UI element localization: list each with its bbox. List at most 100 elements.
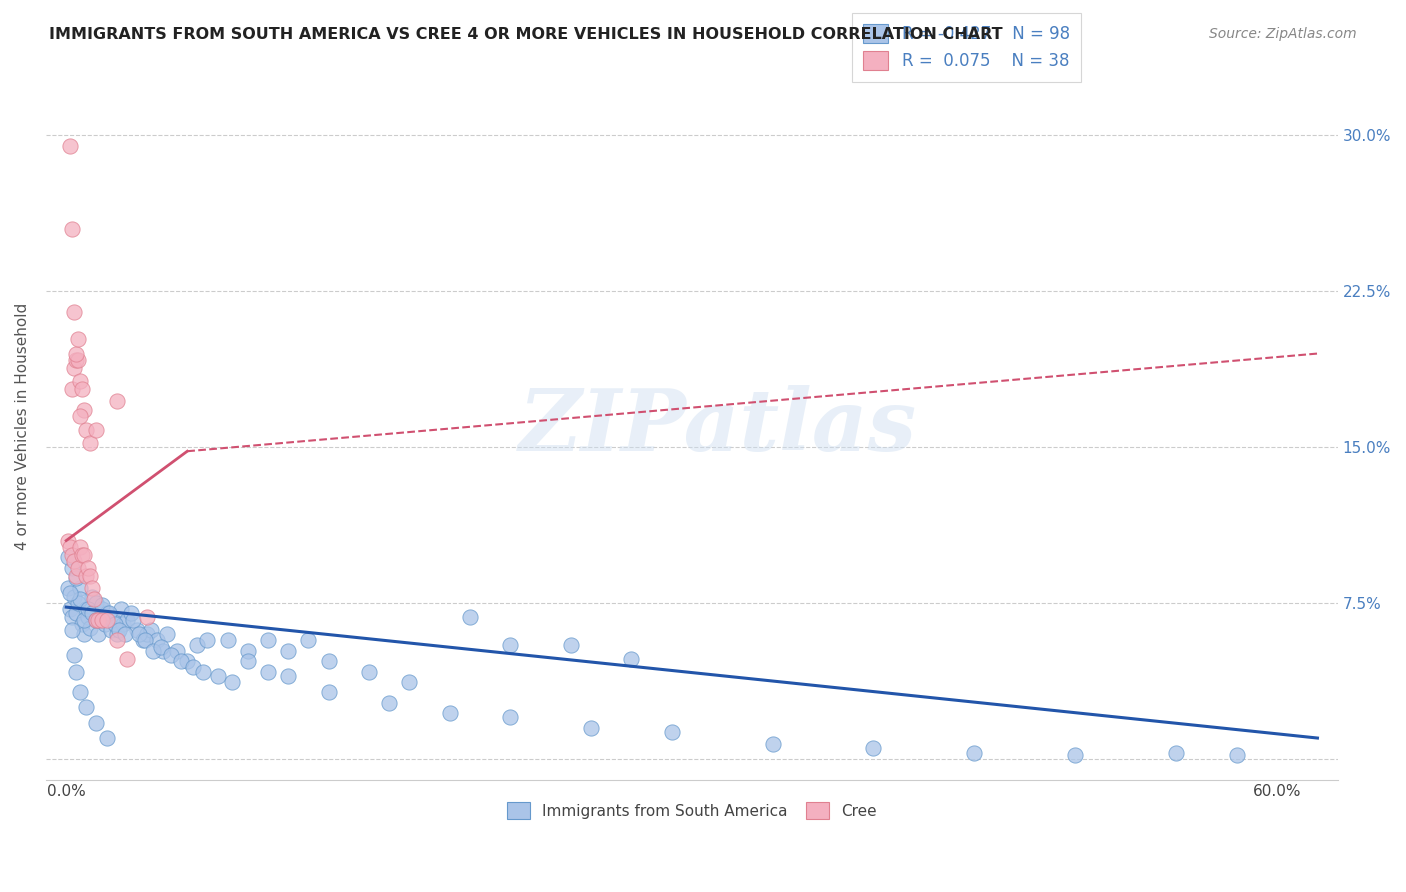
Point bbox=[63, 305, 86, 319]
Point bbox=[79, 436, 101, 450]
Point bbox=[439, 706, 461, 720]
Point bbox=[101, 613, 124, 627]
Point bbox=[1226, 747, 1249, 762]
Point bbox=[257, 633, 280, 648]
Point bbox=[73, 402, 96, 417]
Point bbox=[107, 623, 129, 637]
Point bbox=[139, 623, 162, 637]
Point bbox=[65, 571, 87, 585]
Point bbox=[186, 638, 208, 652]
Point bbox=[499, 638, 522, 652]
Point bbox=[166, 644, 188, 658]
Point bbox=[93, 616, 115, 631]
Point bbox=[69, 374, 91, 388]
Point bbox=[69, 582, 91, 596]
Point bbox=[91, 613, 114, 627]
Point bbox=[105, 394, 128, 409]
Point bbox=[73, 627, 96, 641]
Point bbox=[96, 607, 118, 621]
Point bbox=[105, 633, 128, 648]
Point bbox=[63, 361, 86, 376]
Point bbox=[73, 548, 96, 562]
Point bbox=[170, 654, 193, 668]
Point bbox=[79, 569, 101, 583]
Point bbox=[620, 652, 643, 666]
Point bbox=[114, 627, 136, 641]
Point bbox=[105, 627, 128, 641]
Point bbox=[65, 346, 87, 360]
Text: ZIPatlas: ZIPatlas bbox=[519, 384, 917, 468]
Point bbox=[120, 607, 142, 621]
Point bbox=[67, 352, 90, 367]
Point bbox=[357, 665, 380, 679]
Point bbox=[91, 602, 114, 616]
Point bbox=[115, 652, 138, 666]
Point bbox=[83, 607, 105, 621]
Point bbox=[257, 665, 280, 679]
Point bbox=[86, 613, 108, 627]
Point bbox=[59, 540, 82, 554]
Text: Source: ZipAtlas.com: Source: ZipAtlas.com bbox=[1209, 27, 1357, 41]
Point bbox=[100, 623, 122, 637]
Point bbox=[115, 613, 138, 627]
Point bbox=[56, 533, 79, 548]
Point bbox=[87, 627, 110, 641]
Point bbox=[86, 716, 108, 731]
Point bbox=[87, 613, 110, 627]
Point bbox=[135, 627, 157, 641]
Point bbox=[963, 746, 986, 760]
Point bbox=[82, 582, 104, 596]
Point bbox=[67, 560, 90, 574]
Point bbox=[150, 640, 173, 654]
Point bbox=[77, 610, 100, 624]
Point bbox=[86, 596, 108, 610]
Point bbox=[125, 623, 148, 637]
Point bbox=[1064, 747, 1087, 762]
Point bbox=[67, 596, 90, 610]
Text: IMMIGRANTS FROM SOUTH AMERICA VS CREE 4 OR MORE VEHICLES IN HOUSEHOLD CORRELATIO: IMMIGRANTS FROM SOUTH AMERICA VS CREE 4 … bbox=[49, 27, 1002, 42]
Point bbox=[277, 669, 299, 683]
Point bbox=[60, 548, 83, 562]
Point bbox=[60, 382, 83, 396]
Point bbox=[146, 633, 169, 648]
Point bbox=[75, 602, 97, 616]
Point bbox=[83, 591, 105, 606]
Point bbox=[77, 560, 100, 574]
Point bbox=[63, 590, 86, 604]
Point bbox=[67, 332, 90, 346]
Point bbox=[297, 633, 319, 648]
Point bbox=[1166, 746, 1188, 760]
Point bbox=[72, 548, 94, 562]
Point bbox=[73, 613, 96, 627]
Point bbox=[59, 138, 82, 153]
Point bbox=[65, 352, 87, 367]
Point bbox=[60, 560, 83, 574]
Point bbox=[142, 644, 165, 658]
Point bbox=[135, 610, 157, 624]
Point bbox=[65, 569, 87, 583]
Point bbox=[96, 613, 118, 627]
Point bbox=[128, 627, 150, 641]
Point bbox=[82, 590, 104, 604]
Point bbox=[63, 554, 86, 568]
Point bbox=[77, 602, 100, 616]
Point bbox=[121, 613, 143, 627]
Y-axis label: 4 or more Vehicles in Household: 4 or more Vehicles in Household bbox=[15, 302, 30, 549]
Point bbox=[111, 616, 134, 631]
Point bbox=[63, 648, 86, 662]
Point bbox=[398, 674, 420, 689]
Point bbox=[72, 382, 94, 396]
Point bbox=[160, 648, 183, 662]
Point bbox=[75, 699, 97, 714]
Point bbox=[56, 582, 79, 596]
Point bbox=[134, 633, 156, 648]
Point bbox=[181, 660, 204, 674]
Point bbox=[69, 409, 91, 423]
Point bbox=[560, 638, 582, 652]
Point bbox=[97, 607, 120, 621]
Point bbox=[56, 550, 79, 565]
Point bbox=[176, 654, 198, 668]
Point bbox=[60, 610, 83, 624]
Point bbox=[236, 654, 259, 668]
Point bbox=[60, 222, 83, 236]
